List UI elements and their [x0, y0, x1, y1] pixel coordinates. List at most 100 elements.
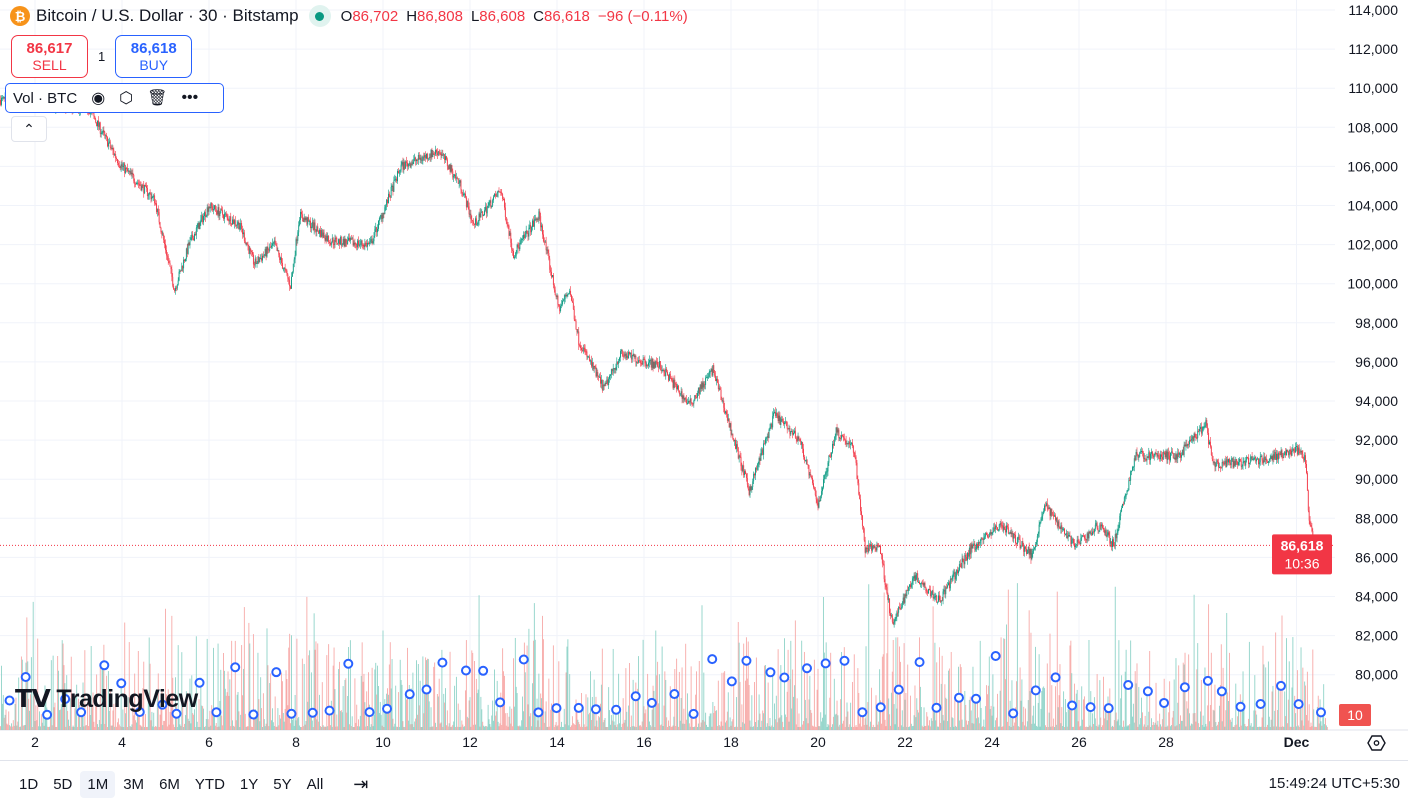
event-marker[interactable]: [611, 704, 622, 715]
y-tick-label: 90,000: [1355, 471, 1398, 487]
tv-logo-icon: 𝗧𝗩: [15, 685, 51, 713]
event-marker[interactable]: [194, 677, 205, 688]
event-marker[interactable]: [646, 697, 657, 708]
event-marker[interactable]: [839, 655, 850, 666]
go-to-date-icon[interactable]: ⇥: [353, 773, 369, 794]
event-marker[interactable]: [914, 657, 925, 668]
event-marker[interactable]: [518, 654, 529, 665]
event-marker[interactable]: [382, 703, 393, 714]
event-marker[interactable]: [990, 651, 1001, 662]
event-marker[interactable]: [437, 657, 448, 668]
event-marker[interactable]: [1315, 707, 1326, 718]
event-marker[interactable]: [324, 705, 335, 716]
event-marker[interactable]: [4, 695, 15, 706]
range-5d[interactable]: 5D: [53, 775, 73, 793]
event-marker[interactable]: [953, 692, 964, 703]
tradingview-logo[interactable]: 𝗧𝗩 TradingView: [15, 684, 198, 714]
eye-icon[interactable]: ◉: [91, 90, 106, 107]
event-marker[interactable]: [590, 704, 601, 715]
range-3m[interactable]: 3M: [123, 775, 145, 793]
trash-icon[interactable]: 🗑︎: [147, 90, 168, 107]
event-marker[interactable]: [171, 708, 182, 719]
event-marker[interactable]: [1179, 682, 1190, 693]
event-marker[interactable]: [343, 658, 354, 669]
logo-text: TradingView: [56, 684, 198, 713]
event-marker[interactable]: [1030, 685, 1041, 696]
event-marker[interactable]: [99, 660, 110, 671]
event-marker[interactable]: [573, 702, 584, 713]
event-marker[interactable]: [1216, 686, 1227, 697]
market-status-icon[interactable]: [308, 5, 331, 27]
event-marker[interactable]: [211, 707, 222, 718]
event-marker[interactable]: [478, 665, 489, 676]
event-marker[interactable]: [931, 702, 942, 713]
event-marker[interactable]: [1159, 697, 1170, 708]
event-marker[interactable]: [248, 709, 259, 720]
event-marker[interactable]: [1085, 702, 1096, 713]
event-marker[interactable]: [1142, 686, 1153, 697]
event-marker[interactable]: [307, 707, 318, 718]
range-5y[interactable]: 5Y: [273, 775, 292, 793]
event-marker[interactable]: [630, 691, 641, 702]
price-chart[interactable]: 114,000 112,000 110,000 108,000 106,000 104,0…: [0, 0, 1408, 760]
event-marker[interactable]: [779, 672, 790, 683]
event-marker[interactable]: [1202, 675, 1213, 686]
event-marker[interactable]: [893, 684, 904, 695]
event-marker[interactable]: [230, 662, 241, 673]
event-marker[interactable]: [364, 707, 375, 718]
event-marker[interactable]: [1275, 680, 1286, 691]
event-marker[interactable]: [421, 684, 432, 695]
event-marker[interactable]: [857, 707, 868, 718]
event-marker[interactable]: [286, 708, 297, 719]
event-marker[interactable]: [271, 667, 282, 678]
chevron-up-icon: ⌃: [23, 120, 35, 137]
event-marker[interactable]: [551, 703, 562, 714]
collapse-legend-button[interactable]: ⌃: [11, 116, 47, 142]
event-marker[interactable]: [801, 663, 812, 674]
event-marker[interactable]: [460, 665, 471, 676]
event-marker[interactable]: [134, 707, 145, 718]
axis-settings-icon[interactable]: [1367, 735, 1386, 751]
event-marker[interactable]: [688, 708, 699, 719]
sell-button[interactable]: 86,617 SELL: [11, 35, 88, 78]
event-marker[interactable]: [1123, 680, 1134, 691]
y-tick-label: 112,000: [1348, 41, 1398, 57]
settings-icon[interactable]: ⬡: [119, 90, 134, 107]
y-tick-label: 86,000: [1355, 549, 1398, 565]
range-6m[interactable]: 6M: [159, 775, 180, 793]
event-marker[interactable]: [971, 693, 982, 704]
range-1y[interactable]: 1Y: [239, 775, 259, 793]
range-ytd[interactable]: YTD: [194, 775, 225, 793]
event-marker[interactable]: [1050, 672, 1061, 683]
event-marker[interactable]: [765, 667, 776, 678]
symbol-title[interactable]: Bitcoin / U.S. Dollar · 30 · Bitstamp: [36, 6, 299, 25]
event-marker[interactable]: [741, 655, 752, 666]
range-all[interactable]: All: [306, 775, 324, 793]
event-marker[interactable]: [1067, 700, 1078, 711]
event-marker[interactable]: [875, 702, 886, 713]
event-marker[interactable]: [669, 689, 680, 700]
event-marker[interactable]: [820, 658, 831, 669]
clock[interactable]: 15:49:24 UTC+5:30: [1268, 775, 1400, 792]
event-marker[interactable]: [404, 689, 415, 700]
range-1d[interactable]: 1D: [19, 775, 39, 793]
event-marker[interactable]: [1008, 708, 1019, 719]
event-marker[interactable]: [42, 709, 53, 720]
event-marker[interactable]: [20, 671, 31, 682]
more-icon[interactable]: •••: [181, 89, 199, 106]
event-marker[interactable]: [1235, 701, 1246, 712]
event-marker[interactable]: [726, 676, 737, 687]
event-marker[interactable]: [157, 699, 168, 710]
buy-button[interactable]: 86,618 BUY: [115, 35, 193, 78]
event-marker[interactable]: [76, 707, 87, 718]
event-marker[interactable]: [116, 678, 127, 689]
event-marker[interactable]: [707, 654, 718, 665]
event-marker[interactable]: [1255, 698, 1266, 709]
event-marker[interactable]: [60, 693, 71, 704]
range-1m[interactable]: 1M: [80, 770, 116, 798]
event-marker[interactable]: [495, 697, 506, 708]
event-marker[interactable]: [1103, 703, 1114, 714]
volume-indicator-legend[interactable]: Vol · BTC ◉ ⬡ 🗑︎ •••: [5, 83, 224, 113]
event-marker[interactable]: [1293, 699, 1304, 710]
event-marker[interactable]: [533, 707, 544, 718]
